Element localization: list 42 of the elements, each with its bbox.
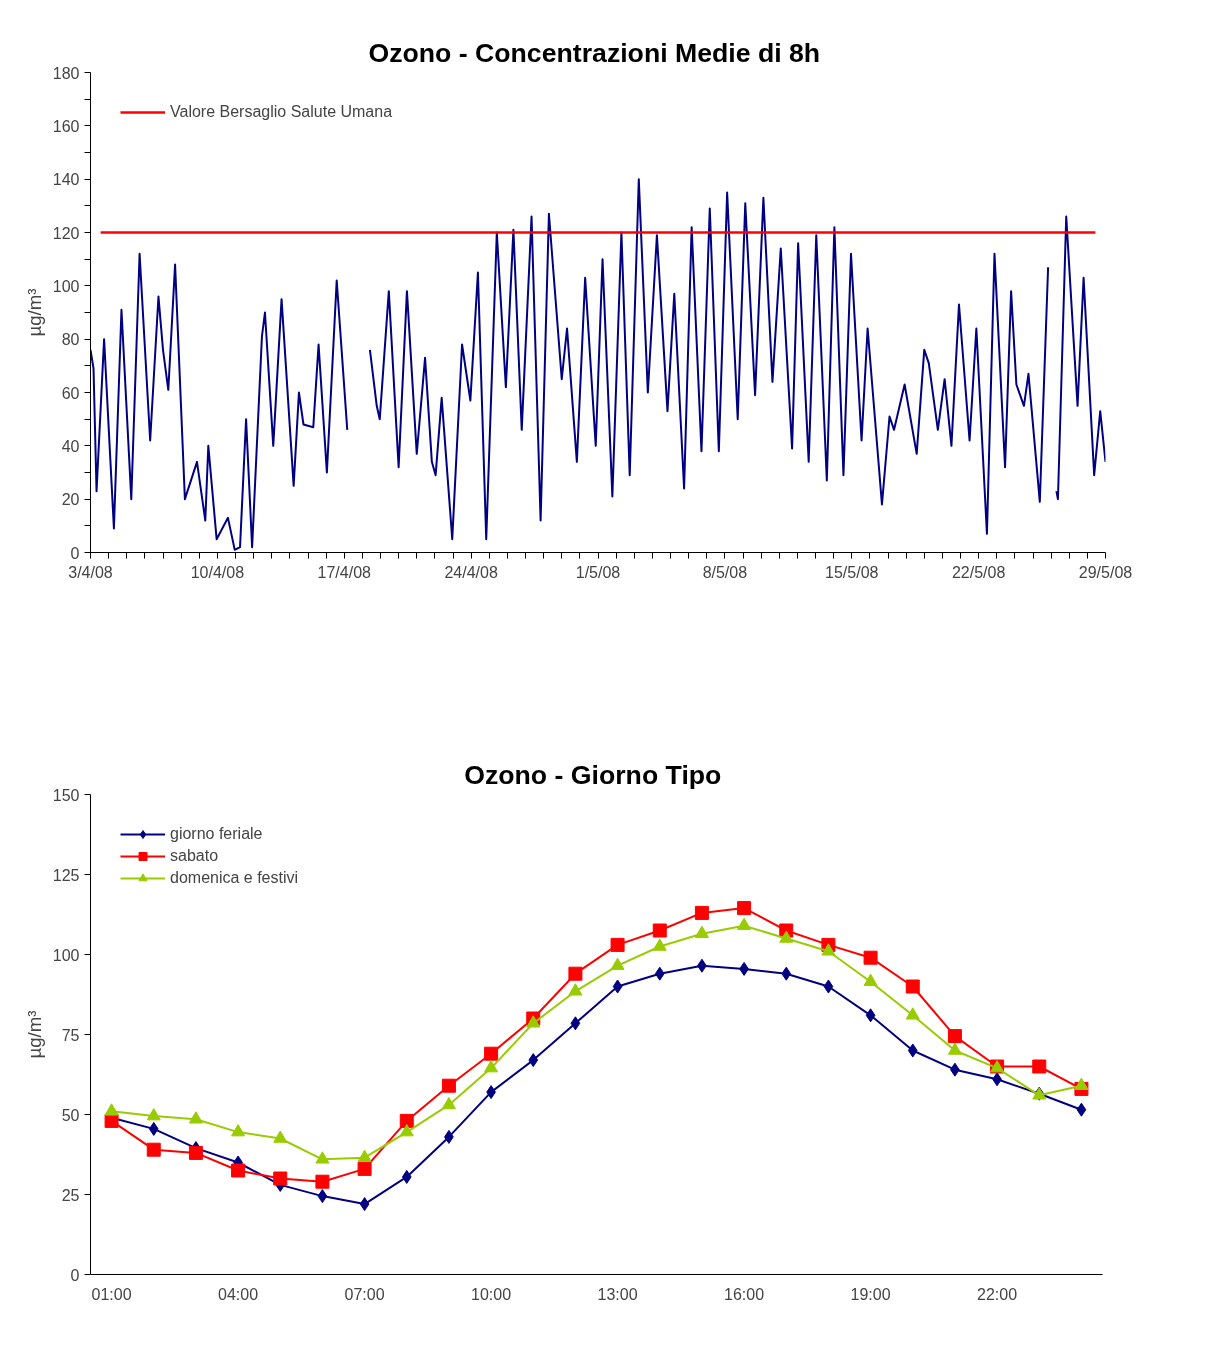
legend-label: Valore Bersaglio Salute Umana [170, 103, 393, 121]
y-tick-label: 125 [52, 866, 80, 884]
x-tick-label: 22/5/08 [951, 563, 1006, 581]
y-tick-label: 160 [52, 117, 80, 135]
y-tick-label: 0 [70, 544, 80, 562]
y-tick-label: 100 [52, 946, 80, 964]
x-tick-label: 17/4/08 [317, 563, 372, 581]
y-tick-label: 0 [70, 1266, 80, 1284]
x-tick-label: 16:00 [724, 1285, 765, 1303]
x-tick-label: 1/5/08 [575, 563, 621, 581]
legend-label: domenica e festivi [170, 869, 299, 887]
chart-title: Ozono - Concentrazioni Medie di 8h [368, 37, 821, 68]
y-tick-label: 40 [61, 437, 80, 455]
x-tick-label: 3/4/08 [68, 563, 113, 581]
y-tick-label: 80 [61, 331, 80, 349]
x-tick-label: 15/5/08 [825, 563, 879, 581]
x-tick-label: 04:00 [218, 1285, 259, 1303]
x-tick-label: 13:00 [597, 1285, 638, 1303]
x-tick-label: 29/5/08 [1078, 563, 1133, 581]
y-axis-title: µg/m³ [23, 288, 45, 337]
y-tick-label: 100 [52, 277, 80, 295]
x-tick-label: 24/4/08 [444, 563, 498, 581]
x-tick-label: 10:00 [471, 1285, 512, 1303]
legend-label: sabato [170, 847, 219, 865]
legend-label: giorno feriale [170, 825, 263, 843]
x-tick-label: 10/4/08 [190, 563, 245, 581]
y-tick-label: 120 [52, 224, 80, 242]
y-tick-label: 50 [61, 1106, 80, 1124]
y-tick-label: 150 [52, 786, 80, 804]
x-tick-label: 8/5/08 [702, 563, 748, 581]
y-tick-label: 25 [61, 1186, 80, 1204]
x-tick-label: 19:00 [850, 1285, 891, 1303]
x-tick-label: 07:00 [344, 1285, 385, 1303]
y-tick-label: 20 [61, 491, 80, 509]
y-axis-title: µg/m³ [23, 1010, 45, 1059]
chart-title: Ozono - Giorno Tipo [464, 759, 722, 790]
x-tick-label: 01:00 [91, 1285, 132, 1303]
y-tick-label: 75 [61, 1026, 80, 1044]
y-tick-label: 60 [61, 384, 80, 402]
y-tick-label: 140 [52, 171, 80, 189]
y-tick-label: 180 [52, 64, 80, 82]
x-tick-label: 22:00 [977, 1285, 1018, 1303]
